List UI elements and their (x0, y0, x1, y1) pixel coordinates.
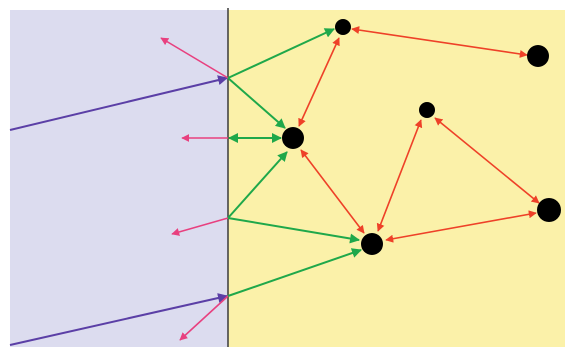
reflected-ray-3 (171, 217, 229, 236)
incident-rays (9, 75, 228, 346)
right-medium-region (228, 10, 565, 347)
scattered-ray-6 (385, 210, 537, 243)
transmitted-ray-1 (227, 28, 335, 79)
incident-ray-bottom (9, 293, 228, 346)
particle-p2 (527, 45, 549, 67)
particles (282, 19, 561, 255)
reflected-rays (160, 37, 229, 341)
left-medium-region (10, 10, 228, 347)
scattered-ray-5 (434, 117, 540, 204)
incident-ray-top (9, 75, 228, 131)
transmitted-rays (227, 28, 362, 297)
scattered-rays (298, 26, 540, 243)
scattered-ray-1 (351, 26, 528, 58)
transmitted-ray-6 (227, 248, 362, 297)
scattered-ray-3 (300, 149, 365, 234)
particle-p1 (335, 19, 351, 35)
particle-p4 (419, 102, 435, 118)
particle-p6 (361, 233, 383, 255)
transmitted-ray-4 (227, 151, 288, 219)
transmitted-ray-5 (227, 217, 360, 244)
scattered-ray-4 (376, 119, 423, 232)
transmitted-ray-2 (227, 77, 286, 129)
particle-p3 (282, 127, 304, 149)
reflected-ray-4 (179, 295, 229, 341)
scattered-ray-2 (298, 37, 340, 127)
reflected-ray-1 (160, 37, 229, 79)
particle-p5 (537, 198, 561, 222)
